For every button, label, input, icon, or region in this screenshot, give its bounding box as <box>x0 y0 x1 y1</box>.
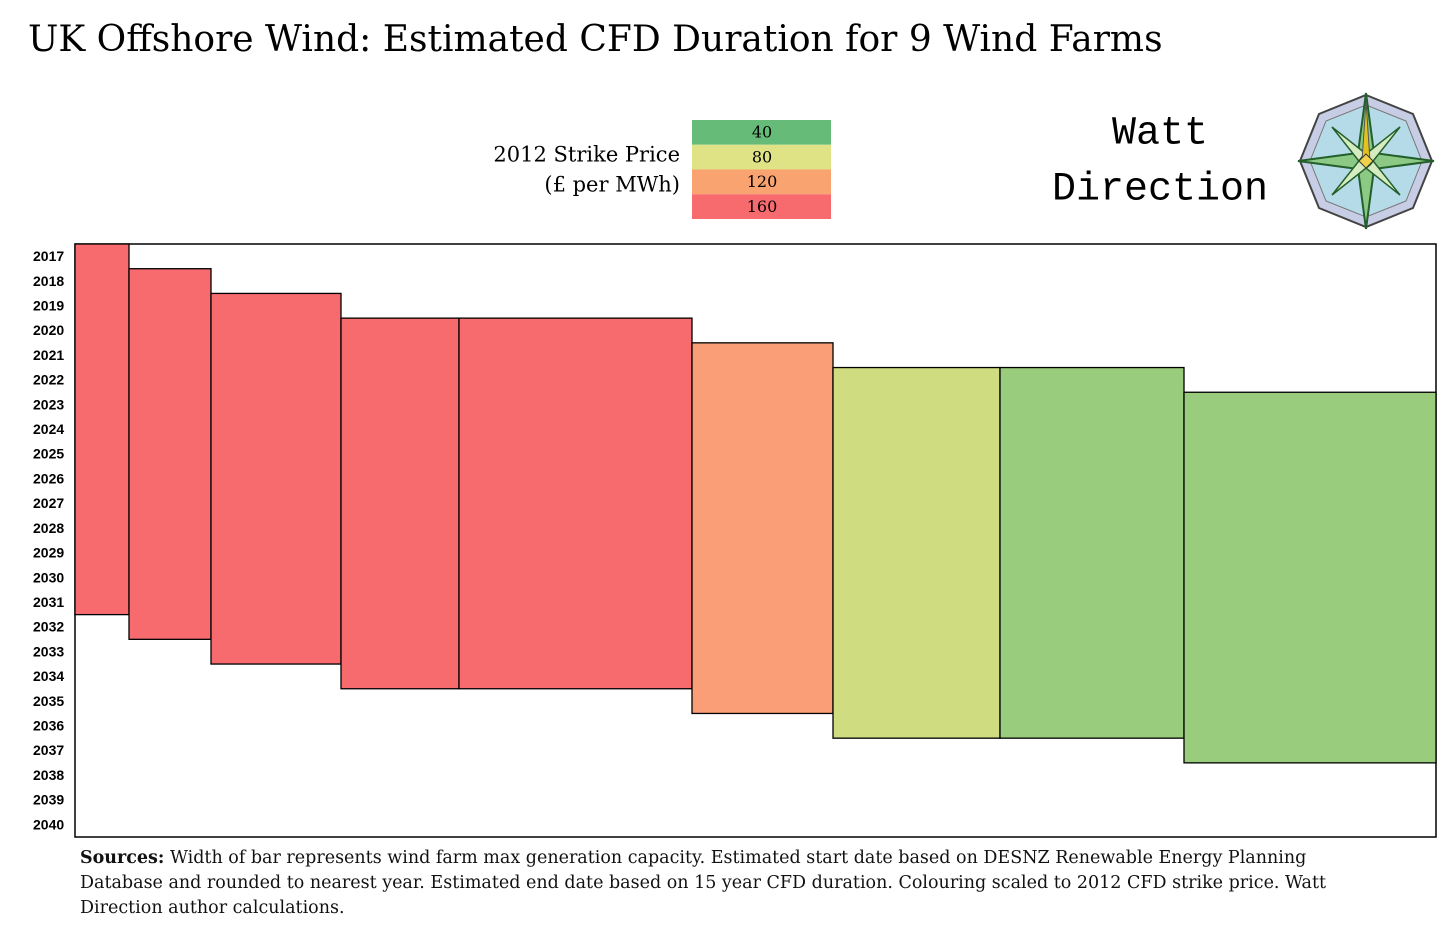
y-tick-label: 2034 <box>33 668 64 684</box>
y-tick-label: 2026 <box>33 470 64 486</box>
footnote: Sources: Width of bar represents wind fa… <box>80 846 1390 921</box>
logo <box>1297 92 1435 230</box>
y-tick-label: 2020 <box>33 322 64 338</box>
brand: Direction <box>1052 168 1268 213</box>
footnote-label: Sources: <box>80 848 165 868</box>
bars <box>74 243 1437 764</box>
legend-swatch <box>692 120 831 145</box>
brand: Watt <box>1112 112 1208 157</box>
y-tick-label: 2029 <box>33 545 64 561</box>
bar <box>691 342 834 715</box>
y-tick-label: 2038 <box>33 767 64 783</box>
legend-label: 160 <box>747 197 778 216</box>
y-tick-label: 2017 <box>33 248 64 264</box>
y-tick-label: 2040 <box>33 816 64 832</box>
bar <box>210 292 342 665</box>
bar <box>458 317 693 690</box>
legend-swatch <box>692 169 831 195</box>
bar <box>999 366 1185 739</box>
legend-swatch <box>692 194 831 219</box>
bar <box>74 243 130 616</box>
bar <box>340 317 460 690</box>
y-tick-label: 2021 <box>33 347 64 363</box>
bar <box>128 268 212 640</box>
y-tick-label: 2032 <box>33 619 64 635</box>
legend-label: 80 <box>752 147 772 166</box>
y-tick-label: 2027 <box>33 495 64 511</box>
legend-title: 2012 Strike Price <box>493 143 680 167</box>
footnote-text: Width of bar represents wind farm max ge… <box>80 848 1327 918</box>
legend-swatch <box>692 144 831 170</box>
y-tick-label: 2031 <box>33 594 64 610</box>
y-tick-label: 2035 <box>33 693 64 709</box>
y-tick-label: 2037 <box>33 742 64 758</box>
y-tick-label: 2022 <box>33 372 64 388</box>
legend-title: (£ per MWh) <box>544 173 680 197</box>
legend-label: 120 <box>747 172 778 191</box>
legend-label: 40 <box>752 123 772 142</box>
chart-title: UK Offshore Wind: Estimated CFD Duration… <box>28 19 1163 60</box>
y-tick-label: 2030 <box>33 569 64 585</box>
y-tick-label: 2025 <box>33 446 64 462</box>
y-tick-label: 2024 <box>33 421 64 437</box>
y-tick-label: 2039 <box>33 792 64 808</box>
y-tick-label: 2023 <box>33 396 64 412</box>
y-tick-label: 2018 <box>33 273 64 289</box>
bar <box>832 366 1001 739</box>
y-tick-label: 2028 <box>33 520 64 536</box>
y-tick-label: 2036 <box>33 718 64 734</box>
bar <box>1183 391 1437 764</box>
y-tick-label: 2033 <box>33 643 64 659</box>
y-tick-label: 2019 <box>33 297 64 313</box>
